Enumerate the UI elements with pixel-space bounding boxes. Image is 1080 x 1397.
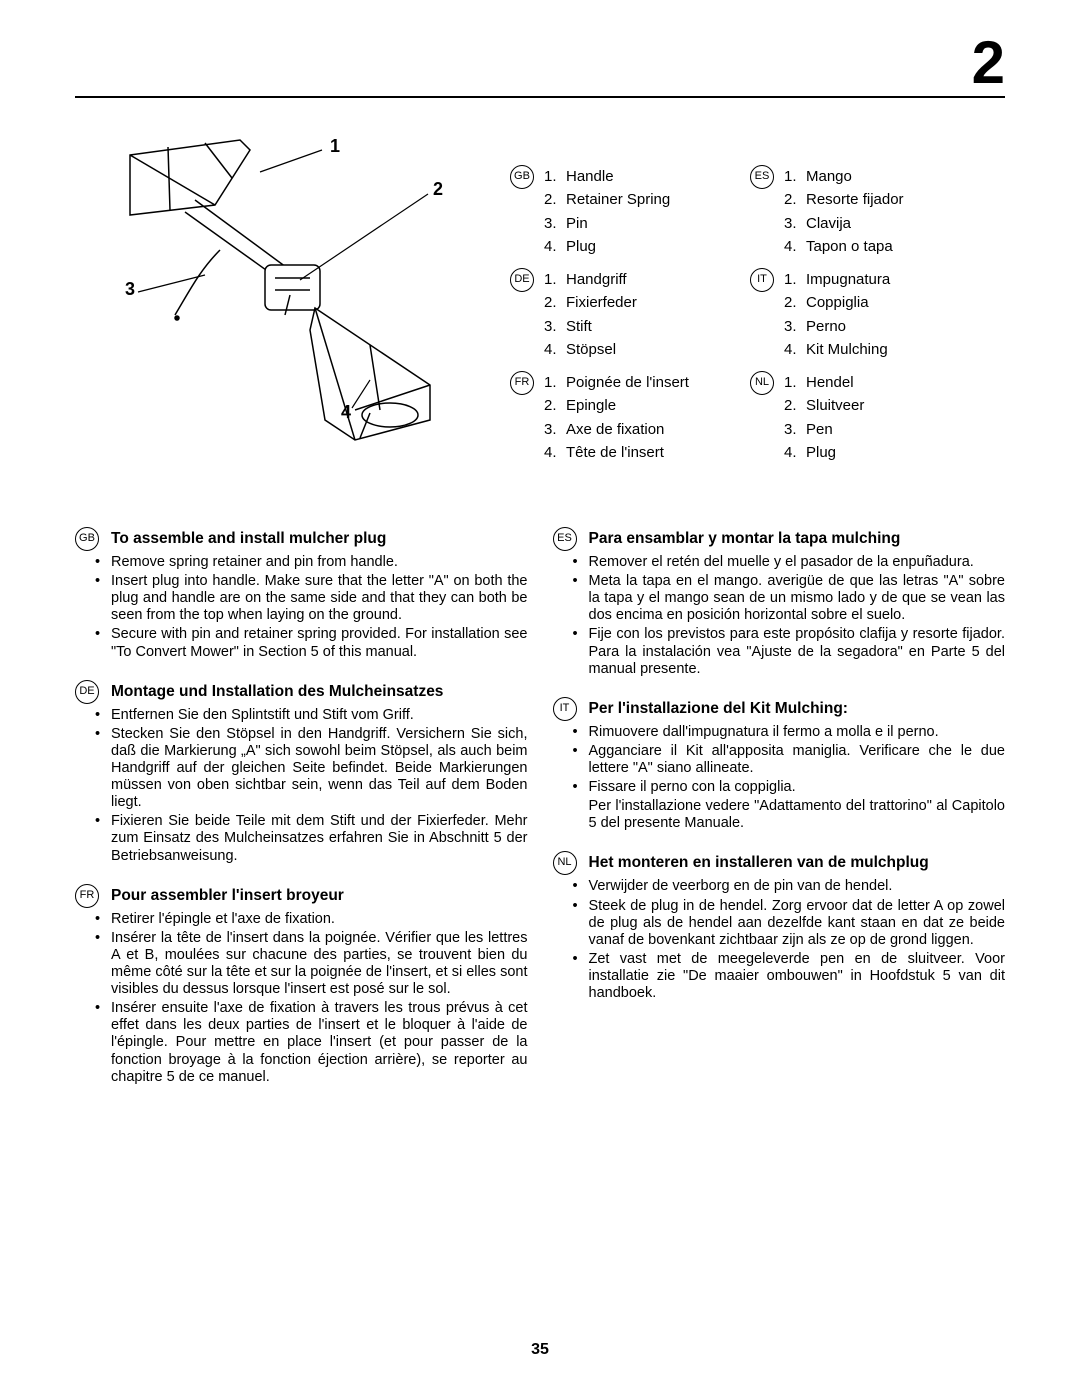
part-label: Coppiglia	[806, 291, 869, 314]
page-number: 35	[0, 1341, 1080, 1359]
parts-de: DE 1.Handgriff 2.Fixierfeder 3.Stift 4.S…	[510, 268, 750, 361]
lang-badge-es: ES	[750, 165, 774, 189]
instruction-continuation: Per l'installazione vedere "Adattamento …	[553, 798, 1006, 832]
instruction-bullet: Stecken Sie den Stöpsel in den Handgriff…	[111, 726, 528, 812]
instruction-bullet: Fixieren Sie beide Teile mit dem Stift u…	[111, 813, 528, 864]
section-it: IT Per l'installazione del Kit Mulching:…	[553, 700, 1006, 833]
lang-badge-nl: NL	[553, 851, 577, 875]
lang-badge-de: DE	[75, 680, 99, 704]
instruction-bullet: Fije con los previstos para este propósi…	[589, 626, 1006, 677]
section-title: Para ensamblar y montar la tapa mulching	[589, 530, 901, 548]
part-label: Pin	[566, 212, 588, 235]
part-label: Pen	[806, 418, 833, 441]
assembly-diagram: 1 2 3 4	[100, 120, 460, 450]
part-label: Handgriff	[566, 268, 627, 291]
part-label: Resorte fijador	[806, 188, 904, 211]
callout-3: 3	[125, 279, 135, 299]
section-fr: FR Pour assembler l'insert broyeur Retir…	[75, 887, 528, 1086]
part-label: Handle	[566, 165, 614, 188]
lang-badge-de: DE	[510, 268, 534, 292]
lang-badge-fr: FR	[510, 371, 534, 395]
instruction-bullet: Zet vast met de meegeleverde pen en de s…	[589, 951, 1006, 1002]
part-label: Kit Mulching	[806, 338, 888, 361]
part-label: Tapon o tapa	[806, 235, 893, 258]
lang-badge-es: ES	[553, 527, 577, 551]
section-title: Montage und Installation des Mulcheinsat…	[111, 683, 443, 701]
part-label: Perno	[806, 315, 846, 338]
section-de: DE Montage und Installation des Mulchein…	[75, 683, 528, 865]
section-title: Het monteren en installeren van de mulch…	[589, 854, 929, 872]
header-rule	[75, 96, 1005, 98]
part-label: Stöpsel	[566, 338, 616, 361]
parts-it: IT 1.Impugnatura 2.Coppiglia 3.Perno 4.K…	[750, 268, 990, 361]
section-es: ES Para ensamblar y montar la tapa mulch…	[553, 530, 1006, 678]
parts-nl: NL 1.Hendel 2.Sluitveer 3.Pen 4.Plug	[750, 371, 990, 464]
section-title: Pour assembler l'insert broyeur	[111, 887, 344, 905]
section-gb: GB To assemble and install mulcher plug …	[75, 530, 528, 661]
instruction-bullet: Rimuovere dall'impugnatura il fermo a mo…	[589, 724, 1006, 741]
lang-badge-nl: NL	[750, 371, 774, 395]
instruction-bullet: Retirer l'épingle et l'axe de fixation.	[111, 911, 528, 928]
instruction-bullet: Agganciare il Kit all'apposita maniglia.…	[589, 743, 1006, 777]
part-label: Fixierfeder	[566, 291, 637, 314]
section-title: To assemble and install mulcher plug	[111, 530, 386, 548]
part-label: Tête de l'insert	[566, 441, 664, 464]
instruction-bullet: Meta la tapa en el mango. averigüe de qu…	[589, 573, 1006, 624]
parts-legend: GB 1.Handle 2.Retainer Spring 3.Pin 4.Pl…	[510, 165, 990, 474]
instruction-bullet: Secure with pin and retainer spring prov…	[111, 626, 528, 660]
part-label: Sluitveer	[806, 394, 864, 417]
part-label: Retainer Spring	[566, 188, 670, 211]
callout-4: 4	[341, 402, 351, 422]
callout-2: 2	[433, 179, 443, 199]
lang-badge-gb: GB	[75, 527, 99, 551]
part-label: Epingle	[566, 394, 616, 417]
instruction-bullet: Entfernen Sie den Splintstift und Stift …	[111, 707, 528, 724]
part-label: Hendel	[806, 371, 854, 394]
parts-fr: FR 1.Poignée de l'insert 2.Epingle 3.Axe…	[510, 371, 750, 464]
instruction-bullet: Insérer la tête de l'insert dans la poig…	[111, 930, 528, 998]
part-label: Poignée de l'insert	[566, 371, 689, 394]
instruction-bullet: Insert plug into handle. Make sure that …	[111, 573, 528, 624]
instruction-bullet: Remove spring retainer and pin from hand…	[111, 554, 528, 571]
part-label: Impugnatura	[806, 268, 890, 291]
left-column: GB To assemble and install mulcher plug …	[75, 530, 528, 1108]
section-title: Per l'installazione del Kit Mulching:	[589, 700, 848, 718]
lang-badge-it: IT	[750, 268, 774, 292]
callout-1: 1	[330, 136, 340, 156]
part-label: Axe de fixation	[566, 418, 664, 441]
lang-badge-fr: FR	[75, 884, 99, 908]
instruction-bullet: Verwijder de veerborg en de pin van de h…	[589, 878, 1006, 895]
right-column: ES Para ensamblar y montar la tapa mulch…	[553, 530, 1006, 1108]
part-label: Mango	[806, 165, 852, 188]
section-nl: NL Het monteren en installeren van de mu…	[553, 854, 1006, 1002]
part-label: Clavija	[806, 212, 851, 235]
lang-badge-it: IT	[553, 697, 577, 721]
instruction-columns: GB To assemble and install mulcher plug …	[75, 530, 1005, 1108]
instruction-bullet: Remover el retén del muelle y el pasador…	[589, 554, 1006, 571]
parts-es: ES 1.Mango 2.Resorte fijador 3.Clavija 4…	[750, 165, 990, 258]
instruction-bullet: Fissare il perno con la coppiglia.	[589, 779, 1006, 796]
lang-badge-gb: GB	[510, 165, 534, 189]
part-label: Stift	[566, 315, 592, 338]
part-label: Plug	[566, 235, 596, 258]
instruction-bullet: Steek de plug in de hendel. Zorg ervoor …	[589, 898, 1006, 949]
part-label: Plug	[806, 441, 836, 464]
chapter-number: 2	[972, 28, 1005, 97]
instruction-bullet: Insérer ensuite l'axe de fixation à trav…	[111, 1000, 528, 1086]
parts-gb: GB 1.Handle 2.Retainer Spring 3.Pin 4.Pl…	[510, 165, 750, 258]
